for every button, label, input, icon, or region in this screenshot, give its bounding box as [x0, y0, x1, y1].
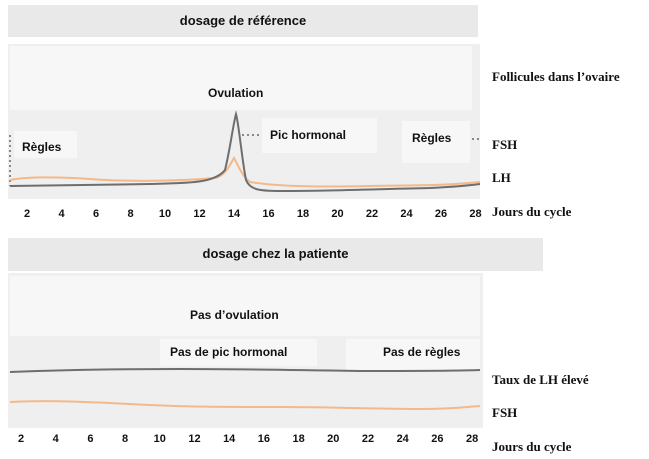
day-tick-label: 24	[396, 433, 409, 445]
reference-title: dosage de référence	[179, 13, 307, 28]
day-tick-label: 22	[365, 208, 379, 220]
day-tick-label: 16	[257, 433, 271, 445]
day-tick-label: 4	[58, 208, 65, 220]
patient-lh-high-curve	[9, 367, 481, 373]
regles-left-box	[14, 131, 77, 158]
day-tick-label: 14	[223, 433, 236, 445]
day-tick-label: 18	[292, 433, 305, 445]
day-tick-label: 8	[122, 433, 129, 445]
day-tick-label: 2	[23, 208, 31, 220]
day-tick-label: 20	[331, 208, 344, 220]
day-tick-label: 26	[434, 208, 448, 220]
fsh-side-label-bottom: FSH	[492, 405, 518, 420]
day-tick-label: 28	[465, 433, 479, 445]
patient-fsh-curve	[9, 400, 481, 411]
patient-header-box	[8, 238, 543, 271]
reference-lh-curve	[9, 155, 481, 188]
regles-right-label: Règles	[412, 131, 452, 145]
peak-box	[262, 118, 377, 153]
follicles-box	[10, 46, 472, 110]
patient-title: dosage chez la patiente	[202, 246, 349, 261]
day-tick-label: 2	[17, 433, 25, 445]
day-tick-label: 12	[193, 208, 206, 220]
lh-high-side-label: Taux de LH élevé	[492, 372, 589, 387]
no-regles-box	[346, 339, 480, 370]
fsh-side-label-top: FSH	[492, 137, 518, 152]
day-tick-label: 20	[327, 433, 340, 445]
no-ovulation-box	[10, 276, 480, 336]
day-tick-label: 6	[92, 208, 100, 220]
day-tick-label: 28	[469, 208, 482, 220]
no-peak-label: Pas de pic hormonal	[170, 345, 288, 359]
no-ovulation-label: Pas d’ovulation	[190, 308, 279, 322]
day-tick-label: 26	[431, 433, 444, 445]
day-tick-label: 12	[188, 433, 201, 445]
no-regles-label: Pas de règles	[383, 345, 461, 359]
lh-side-label-top: LH	[492, 170, 511, 185]
day-tick-label: 24	[400, 208, 413, 220]
days-side-label-bottom: Jours du cycle	[492, 439, 572, 454]
day-tick-label: 8	[127, 208, 134, 220]
day-tick-label: 14	[227, 208, 241, 220]
day-tick-label: 6	[87, 433, 94, 445]
day-tick-label: 16	[262, 208, 275, 220]
ovulation-label: Ovulation	[208, 86, 264, 100]
follicles-side-label: Follicules dans l’ovaire	[492, 69, 620, 84]
day-tick-label: 18	[296, 208, 310, 220]
no-peak-box	[160, 339, 317, 366]
day-tick-label: 22	[361, 433, 375, 445]
reference-fsh-curve	[9, 110, 481, 193]
day-tick-label: 4	[52, 433, 59, 445]
day-tick-label: 10	[153, 433, 166, 445]
day-tick-label: 10	[158, 208, 172, 220]
reference-header-box	[8, 5, 478, 37]
regles-right-box	[402, 121, 470, 163]
regles-left-label: Règles	[22, 140, 62, 154]
days-side-label-top: Jours du cycle	[492, 204, 572, 219]
peak-label: Pic hormonal	[270, 128, 347, 142]
